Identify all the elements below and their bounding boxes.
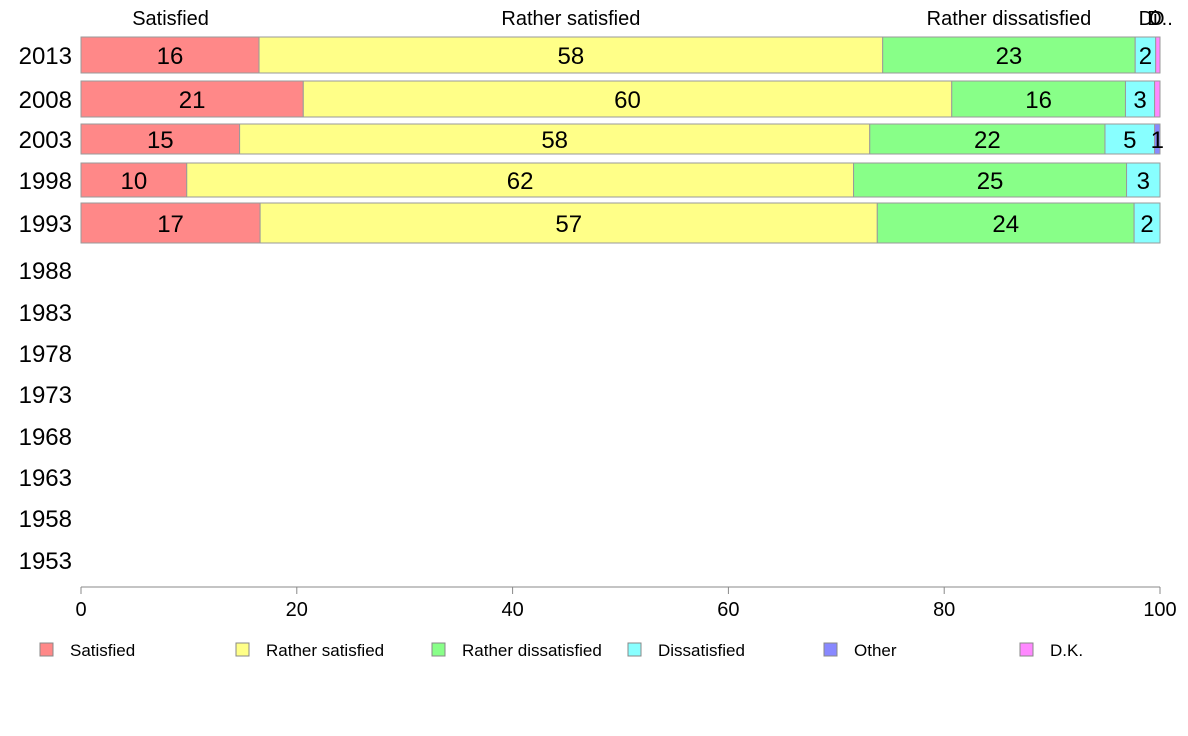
y-label-1983: 1983 [19,300,72,327]
x-tick-label-0: 0 [75,599,86,621]
x-axis: 0 20 40 60 80 100 [75,586,1177,621]
legend-swatch-rather-dissatisfied [431,642,446,657]
bar-2013-satisfied [80,36,260,74]
legend: Satisfied Rather satisfied Rather dissatis… [39,641,1083,660]
y-label-2008: 2008 [19,87,72,114]
y-label-1963: 1963 [19,465,72,492]
y-label-1988: 1988 [19,258,72,285]
x-tick-label-60: 60 [717,599,739,621]
legend-swatch-d-k- [1019,642,1034,657]
bar-2008-d-k- [1154,80,1161,118]
bar-label-1998-3: 3 [1137,168,1150,195]
bar-label-2003-1: 58 [541,127,568,154]
top-label-5: D.. [1147,8,1173,30]
bar-1993-rather-dissatisfied [876,202,1135,244]
legend-swatch-other [823,642,838,657]
legend-swatch-satisfied [39,642,54,657]
bar-label-1993-3: 2 [1140,211,1153,238]
bar-1998-dissatisfied [1126,162,1161,198]
x-tick-label-20: 20 [286,599,308,621]
bar-2013-d-k- [1155,36,1161,74]
bar-label-1998-2: 25 [977,168,1004,195]
bar-label-2003-0: 15 [147,127,174,154]
top-label-3: Di [1139,8,1158,30]
bar-2003-rather-satisfied [239,123,871,155]
y-label-1998: 1998 [19,168,72,195]
bar-2013-rather-dissatisfied [882,36,1136,74]
bar-label-2013-1: 58 [558,43,585,70]
y-label-1973: 1973 [19,382,72,409]
bar-1993-dissatisfied [1133,202,1161,244]
legend-label-satisfied: Satisfied [70,641,135,660]
bars-area: 16 58 23 2 21 60 16 3 15 58 22 5 1 10 62 25 3 17 57 24 2 [80,36,1164,244]
y-label-1968: 1968 [19,424,72,451]
bar-2003-satisfied [80,123,241,155]
x-tick-label-80: 80 [933,599,955,621]
y-label-2003: 2003 [19,127,72,154]
legend-swatch-dissatisfied [627,642,642,657]
bar-2003-dissatisfied [1104,123,1156,155]
bar-label-2008-3: 3 [1133,87,1146,114]
bar-label-2008-2: 16 [1025,87,1052,114]
y-label-1953: 1953 [19,548,72,575]
legend-swatch-rather-satisfied [235,642,250,657]
bar-2008-rather-satisfied [302,80,953,118]
bar-label-2003-2: 22 [974,127,1001,154]
bar-label-1993-0: 17 [157,211,184,238]
legend-label-d-k-: D.K. [1050,641,1083,660]
bar-label-1998-1: 62 [507,168,534,195]
bar-1998-rather-dissatisfied [853,162,1128,198]
bar-2008-dissatisfied [1124,80,1156,118]
bar-1998-rather-satisfied [186,162,855,198]
legend-label-rather-satisfied: Rather satisfied [266,641,384,660]
bar-label-1993-1: 57 [555,211,582,238]
legend-label-dissatisfied: Dissatisfied [658,641,745,660]
bar-label-2008-0: 21 [179,87,206,114]
bar-label-2013-2: 23 [996,43,1023,70]
y-label-2013: 2013 [19,43,72,70]
x-tick-label-100: 100 [1143,599,1176,621]
y-label-1958: 1958 [19,506,72,533]
bar-2003-other [1154,123,1161,155]
top-category-labels: Satisfied Rather satisfied Rather dissatis… [132,8,1173,30]
top-label-0: Satisfied [132,8,209,30]
y-axis-labels: 2013 2008 2003 1998 1993 1988 1983 1978 1973 1968… [19,43,72,575]
x-tick-label-40: 40 [501,599,523,621]
bar-1993-satisfied [80,202,261,244]
bar-label-1993-2: 24 [992,211,1019,238]
top-label-4: O [1149,8,1165,30]
bar-label-2008-1: 60 [614,87,641,114]
bar-label-2013-0: 16 [157,43,184,70]
y-label-1993: 1993 [19,211,72,238]
bar-1998-satisfied [80,162,188,198]
bar-2008-rather-dissatisfied [951,80,1126,118]
y-label-1978: 1978 [19,341,72,368]
bar-1993-rather-satisfied [259,202,878,244]
legend-label-rather-dissatisfied: Rather dissatisfied [462,641,602,660]
bar-label-1998-0: 10 [121,168,148,195]
bar-2003-rather-dissatisfied [869,123,1106,155]
legend-label-other: Other [854,641,897,660]
top-label-2: Rather dissatisfied [927,8,1092,30]
bar-label-2013-3: 2 [1139,43,1152,70]
top-label-1: Rather satisfied [501,8,640,30]
bar-label-2003-4: 1 [1151,127,1164,154]
bar-label-2003-3: 5 [1123,127,1136,154]
